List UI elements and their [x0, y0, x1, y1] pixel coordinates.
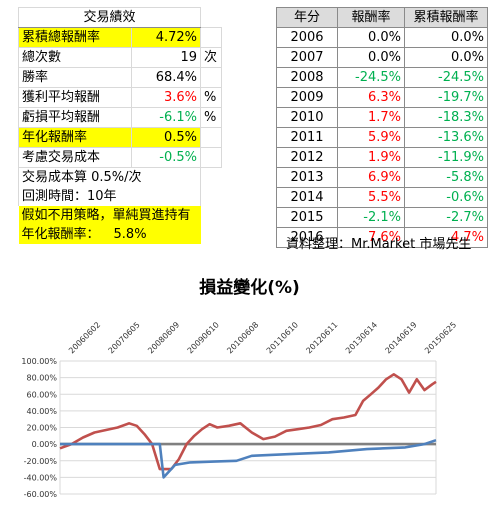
yearly-year: 2011	[276, 127, 338, 148]
yearly-return: -2.1%	[337, 207, 405, 228]
x-tick-label: 20110610	[265, 320, 300, 355]
performance-row: 總次數 19 次	[18, 47, 223, 68]
x-tick-label: 20120611	[304, 320, 339, 355]
x-tick-label: 20060602	[67, 320, 102, 355]
y-tick-label: -40.00%	[24, 473, 58, 482]
yearly-cumulative: 0.0%	[404, 27, 488, 48]
yearly-returns-table: 年分 報酬率 累積報酬率 2006 0.0% 0.0% 2007 0.0% 0.0% 200…	[276, 7, 488, 248]
data-source-note: 資料整理：Mr.Market 市場先生	[286, 237, 472, 252]
yearly-year: 2008	[276, 67, 338, 88]
yearly-cumulative: -18.3%	[404, 107, 488, 128]
cost-note: 交易成本算 0.5%/次	[17, 167, 202, 187]
yearly-row: 2013 6.9% -5.8%	[276, 167, 488, 188]
performance-label: 虧損平均報酬	[18, 107, 132, 128]
buyhold-label: 年化報酬率：	[21, 227, 100, 242]
yearly-row: 2010 1.7% -18.3%	[276, 107, 488, 128]
performance-unit: %	[200, 87, 223, 108]
y-tick-label: 100.00%	[21, 357, 57, 366]
chart-title: 損益變化(%)	[199, 278, 300, 298]
yearly-row: 2015 -2.1% -2.7%	[276, 207, 488, 228]
y-tick-label: -60.00%	[24, 490, 58, 499]
buyhold-series-line	[59, 373, 437, 471]
performance-label: 累積總報酬率	[18, 27, 132, 48]
performance-row: 虧損平均報酬 -6.1%%	[18, 107, 223, 128]
yearly-year: 2014	[276, 187, 338, 208]
performance-table: 交易績效 累積總報酬率 4.72% 總次數 19 次勝率 68.4% 獲利平均報酬 3.6%%…	[17, 7, 223, 244]
y-tick-label: 80.00%	[26, 374, 57, 383]
x-tick-label: 20100608	[225, 320, 260, 355]
x-tick-label: 20090610	[186, 320, 221, 355]
performance-row: 勝率 68.4%	[18, 67, 223, 88]
buyhold-return: 年化報酬率： 5.8%	[18, 225, 201, 244]
yearly-row: 2014 5.5% -0.6%	[276, 187, 488, 208]
y-tick-label: 40.00%	[26, 407, 57, 416]
buyhold-value: 5.8%	[113, 227, 147, 242]
yearly-year: 2015	[276, 207, 338, 228]
performance-value: 68.4%	[130, 67, 202, 88]
performance-label: 考慮交易成本	[18, 147, 132, 168]
performance-unit	[200, 147, 223, 168]
yearly-year: 2010	[276, 107, 338, 128]
x-tick-label: 20150625	[423, 320, 458, 355]
yearly-year: 2012	[276, 147, 338, 168]
backtest-note: 回測時間：10年	[17, 187, 202, 206]
y-tick-label: -20.00%	[24, 457, 58, 466]
yearly-row: 2008 -24.5% -24.5%	[276, 67, 488, 88]
yearly-row: 2007 0.0% 0.0%	[276, 47, 488, 68]
header-year: 年分	[276, 7, 338, 28]
performance-row: 考慮交易成本 -0.5%	[18, 147, 223, 168]
yearly-cumulative: -11.9%	[404, 147, 488, 168]
header-cumulative: 累積報酬率	[404, 7, 488, 28]
performance-label: 勝率	[18, 67, 132, 88]
yearly-cumulative: -2.7%	[404, 207, 488, 228]
x-tick-label: 20070605	[107, 320, 142, 355]
x-tick-label: 20130614	[344, 320, 379, 355]
yearly-return: 6.9%	[337, 167, 405, 188]
yearly-row: 2016 7.6% 4.7%	[276, 227, 488, 248]
yearly-year: 2016	[276, 227, 338, 248]
performance-unit: %	[200, 107, 223, 128]
yearly-return: -24.5%	[337, 67, 405, 88]
yearly-cumulative: -13.6%	[404, 127, 488, 148]
yearly-year: 2009	[276, 87, 338, 108]
y-tick-label: 0.00%	[32, 440, 58, 449]
x-tick-label: 20080609	[146, 320, 181, 355]
yearly-return: 5.5%	[337, 187, 405, 208]
buyhold-note: 假如不用策略，單純買進持有	[18, 206, 201, 225]
yearly-cumulative: 4.7%	[404, 227, 488, 248]
x-tick-label: 20140619	[383, 320, 418, 355]
y-tick-label: 60.00%	[26, 390, 57, 399]
strategy-series-line	[60, 438, 437, 479]
yearly-row: 2012 1.9% -11.9%	[276, 147, 488, 168]
performance-value: -0.5%	[130, 147, 202, 168]
performance-value: 19	[130, 47, 202, 68]
y-tick-label: 20.00%	[26, 424, 57, 433]
header-return: 報酬率	[337, 7, 405, 28]
yearly-return: 7.6%	[337, 227, 405, 248]
yearly-year: 2013	[276, 167, 338, 188]
